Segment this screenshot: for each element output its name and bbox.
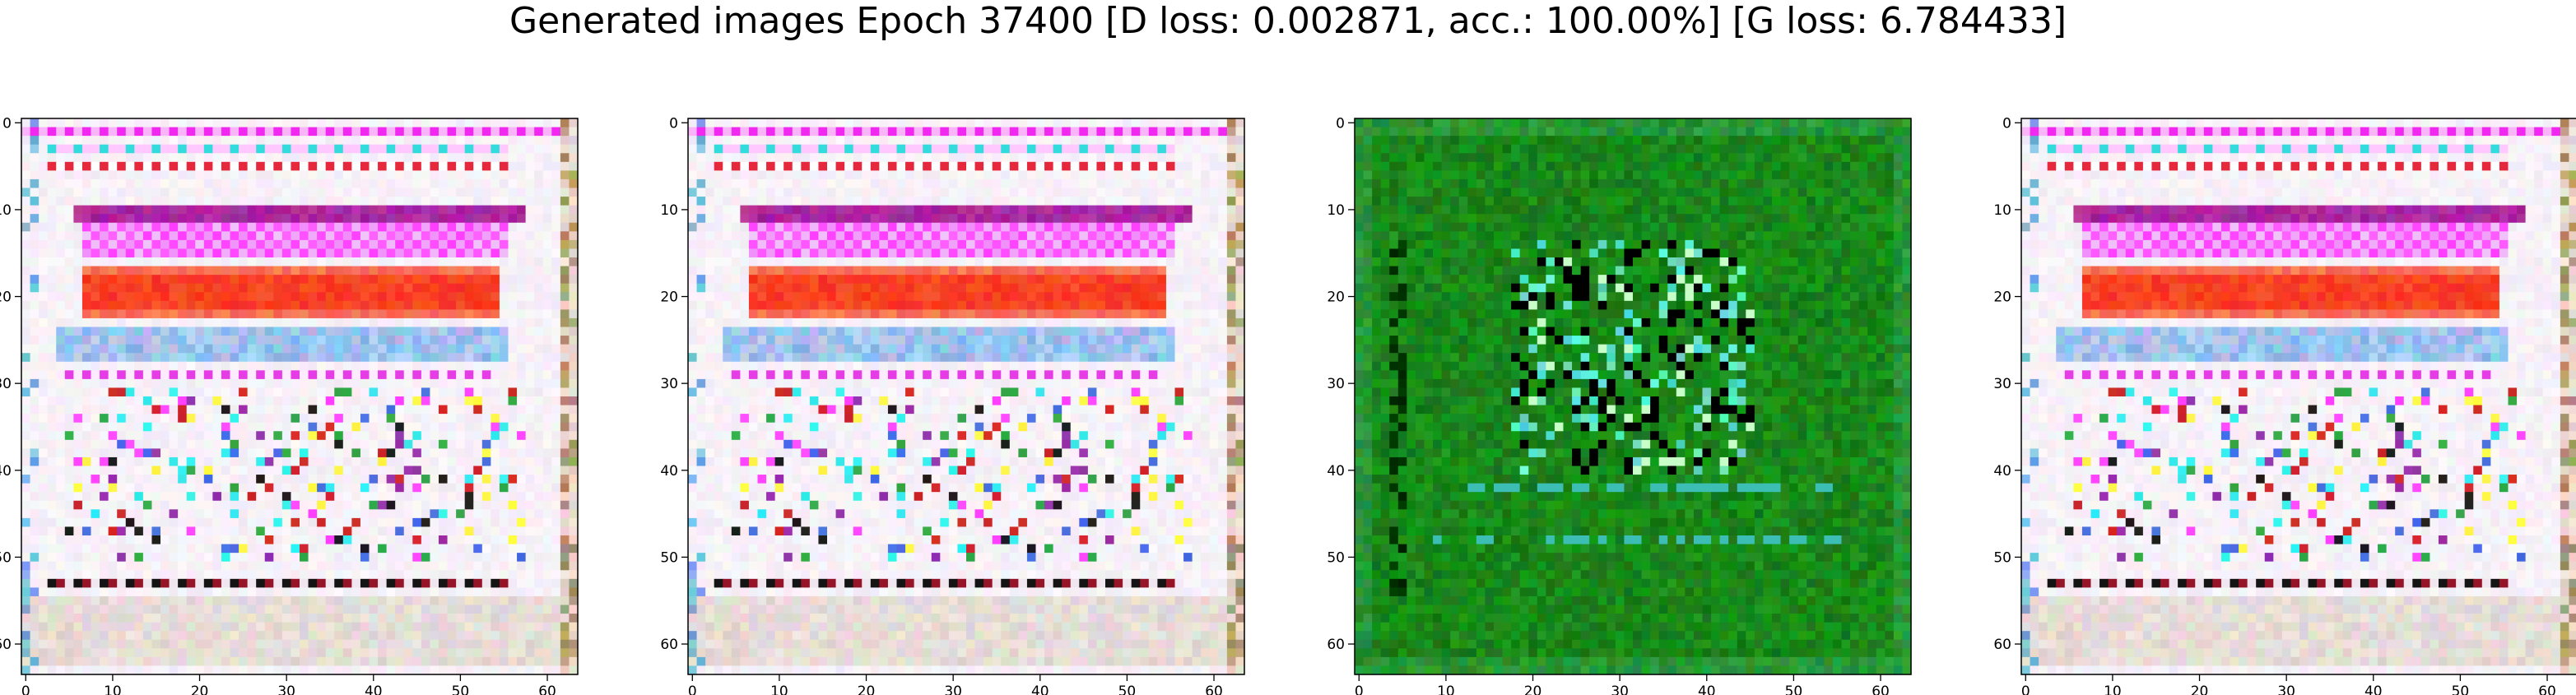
axes-frame	[687, 118, 1245, 675]
x-tick-label: 10	[2104, 683, 2122, 695]
x-tick-label: 30	[2277, 683, 2295, 695]
y-tick-label: 60	[0, 637, 12, 653]
y-tick-label: 10	[1327, 202, 1345, 219]
y-tick-label: 60	[1993, 637, 2011, 653]
axes-frame	[2020, 118, 2576, 675]
image-cells	[688, 118, 1245, 675]
axes-frame	[1354, 118, 1912, 675]
y-tick-label: 20	[660, 290, 678, 306]
x-tick-label: 0	[21, 683, 30, 695]
axes-frame	[21, 118, 579, 675]
y-tick-label: 30	[660, 376, 678, 392]
subplot-1: 0 10 20 30 40 50 60 0 10 20 30 40 50 60	[0, 115, 579, 695]
y-tick-label: 30	[1327, 376, 1345, 392]
y-tick-label: 50	[1327, 549, 1345, 566]
x-tick-label: 20	[1524, 683, 1542, 695]
x-tick-label: 30	[277, 683, 295, 695]
y-tick-label: 40	[660, 463, 678, 480]
x-tick-label: 30	[944, 683, 962, 695]
x-tick-label: 0	[688, 683, 697, 695]
y-tick-label: 0	[2, 115, 12, 132]
y-tick-label: 60	[660, 637, 678, 653]
figure-title: Generated images Epoch 37400 [D loss: 0.…	[509, 0, 2067, 42]
x-tick-label: 50	[1118, 683, 1137, 695]
y-tick-label: 40	[1327, 463, 1345, 480]
y-tick-label: 20	[1327, 290, 1345, 306]
y-tick-label: 30	[0, 376, 12, 392]
x-tick-label: 40	[1031, 683, 1049, 695]
y-tick-label: 20	[1993, 290, 2011, 306]
x-tick-label: 60	[538, 683, 556, 695]
y-tick-label: 0	[1336, 115, 1345, 132]
x-tick-label: 10	[770, 683, 788, 695]
y-tick-label: 50	[660, 549, 678, 566]
x-tick-label: 10	[1437, 683, 1455, 695]
x-tick-label: 20	[2191, 683, 2209, 695]
y-tick-label: 40	[0, 463, 12, 480]
x-tick-label: 20	[858, 683, 876, 695]
y-tick-label: 50	[1993, 549, 2011, 566]
x-tick-label: 10	[104, 683, 122, 695]
y-tick-label: 40	[1993, 463, 2011, 480]
x-tick-label: 20	[191, 683, 209, 695]
image-cells	[2021, 118, 2576, 675]
image-cells	[21, 118, 579, 675]
x-tick-label: 50	[452, 683, 470, 695]
y-tick-label: 30	[1993, 376, 2011, 392]
y-tick-label: 20	[0, 290, 12, 306]
y-tick-label: 0	[2002, 115, 2011, 132]
y-tick-label: 0	[669, 115, 678, 132]
x-tick-label: 0	[2021, 683, 2030, 695]
image-cells	[1355, 118, 1912, 675]
x-tick-label: 50	[2452, 683, 2470, 695]
subplot-3: 0 10 20 30 40 50 60 0 10 20 30 40 50 60	[1327, 115, 1912, 695]
x-tick-label: 60	[1205, 683, 1223, 695]
x-tick-label: 0	[1355, 683, 1364, 695]
y-tick-label: 10	[0, 202, 12, 219]
x-tick-label: 30	[1611, 683, 1629, 695]
x-tick-label: 40	[365, 683, 383, 695]
subplot-2: 0 10 20 30 40 50 60 0 10 20 30 40 50 60	[660, 115, 1245, 695]
x-tick-label: 40	[2364, 683, 2383, 695]
x-tick-label: 60	[2538, 683, 2556, 695]
x-tick-label: 50	[1785, 683, 1803, 695]
y-tick-label: 10	[660, 202, 678, 219]
y-tick-label: 50	[0, 549, 12, 566]
y-tick-label: 60	[1327, 637, 1345, 653]
x-tick-label: 60	[1872, 683, 1890, 695]
x-tick-label: 40	[1698, 683, 1716, 695]
y-tick-label: 10	[1993, 202, 2011, 219]
subplot-4: 0 10 20 30 40 50 60 0 10 20 30 40 50 60	[1993, 115, 2576, 695]
